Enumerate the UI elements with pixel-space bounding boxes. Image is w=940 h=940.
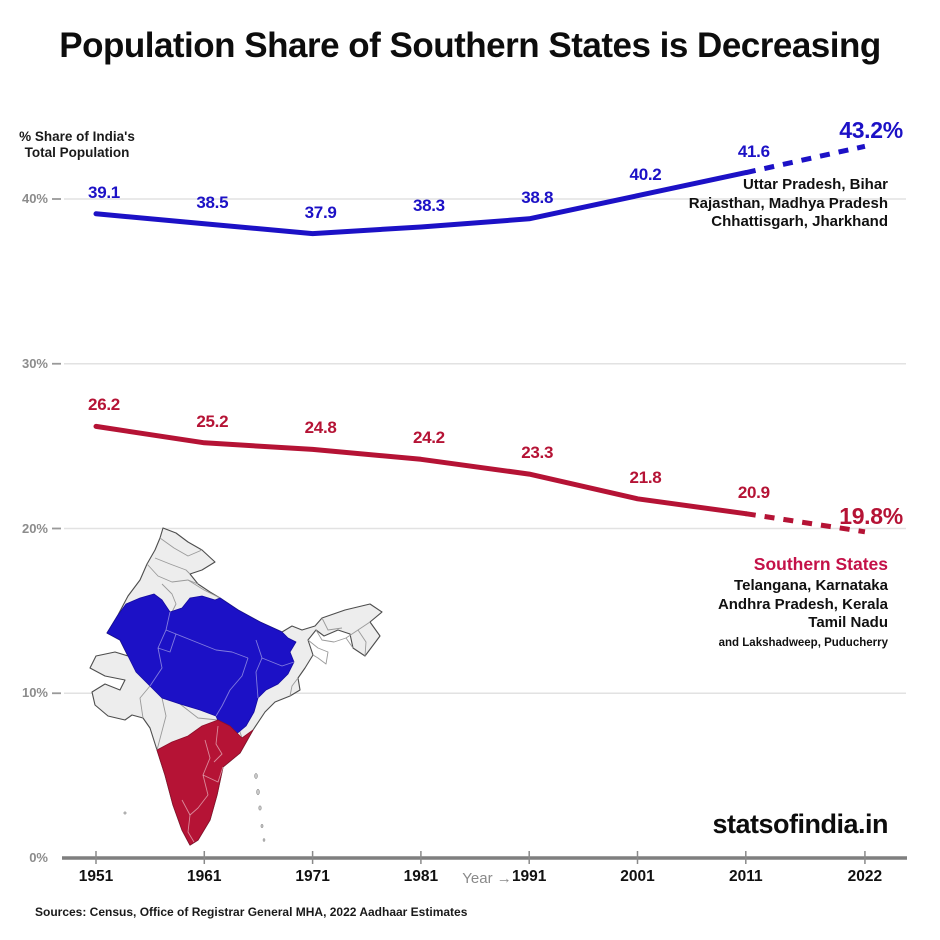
north-states-line2: Rajasthan, Madhya Pradesh bbox=[688, 194, 888, 212]
south-states-annotation: Southern States Telangana, Karnataka And… bbox=[718, 553, 888, 650]
chart-title: Population Share of Southern States is D… bbox=[59, 26, 881, 65]
north-states-annotation: Uttar Pradesh, Bihar Rajasthan, Madhya P… bbox=[689, 176, 888, 232]
south-states-subline: and Lakshadweep, Puducherry bbox=[718, 636, 888, 649]
state-borders-red bbox=[181, 725, 224, 843]
north-states-line1: Uttar Pradesh, Bihar bbox=[742, 176, 888, 193]
south-states-line3: Tamil Nadu bbox=[808, 614, 888, 631]
south-states-heading: Southern States bbox=[753, 554, 888, 574]
north-states-region bbox=[106, 593, 297, 737]
watermark-statsofindia: statsofindia.in bbox=[712, 809, 888, 839]
series-line bbox=[93, 423, 749, 517]
y-axis-title-line1: % Share of India's bbox=[19, 129, 135, 144]
source-note: Sources: Census, Office of Registrar Gen… bbox=[35, 905, 468, 919]
india-map bbox=[89, 527, 383, 846]
series-line-dashed-projection bbox=[745, 511, 866, 535]
y-axis-title: % Share of India's Total Population bbox=[4, 129, 150, 161]
state-borders-blue bbox=[149, 611, 295, 717]
north-states-line3: Chhattisgarh, Jharkhand bbox=[711, 213, 888, 230]
islands bbox=[123, 773, 266, 842]
series-line bbox=[93, 170, 749, 237]
series-line-dashed-projection bbox=[745, 143, 866, 176]
south-states-line2: Andhra Pradesh, Kerala bbox=[717, 595, 888, 613]
y-axis-title-line2: Total Population bbox=[24, 145, 130, 160]
x-axis-title: Year → bbox=[462, 870, 512, 887]
south-states-line1: Telangana, Karnataka bbox=[734, 577, 888, 594]
